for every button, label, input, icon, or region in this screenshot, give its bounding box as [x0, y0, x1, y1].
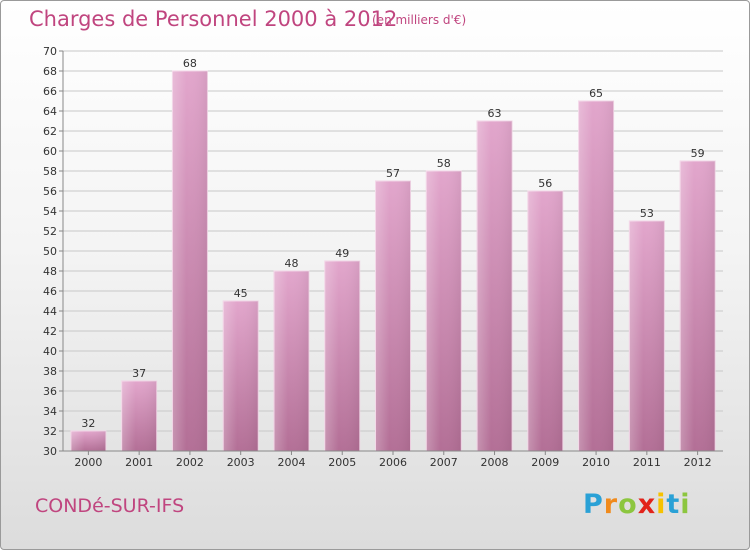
data-label: 57 [386, 167, 400, 180]
data-label: 56 [538, 177, 552, 190]
x-tick-label: 2006 [379, 456, 407, 469]
x-axis: 2000 2001 2002 2003 2004 2005 2006 2007 2008 2009… [63, 450, 723, 469]
y-tick-label: 40 [43, 345, 57, 358]
data-label: 63 [488, 107, 502, 120]
logo-letter: t [666, 489, 681, 520]
y-tick-label: 64 [43, 105, 57, 118]
x-tick-label: 2002 [176, 456, 204, 469]
x-tick-label: 2010 [582, 456, 610, 469]
data-label: 49 [335, 247, 349, 260]
bar-highlight [121, 381, 157, 451]
bars: 32 37 68 45 48 49 57 58 63 56 65 53 59 [70, 57, 716, 452]
y-tick-label: 58 [43, 165, 57, 178]
y-tick-label: 48 [43, 265, 57, 278]
y-tick-label: 54 [43, 205, 57, 218]
proxiti-logo: Proxiti [583, 489, 691, 520]
y-tick-label: 66 [43, 85, 57, 98]
data-label: 53 [640, 207, 654, 220]
logo-letter: i [656, 489, 667, 520]
data-label: 68 [183, 57, 197, 70]
logo-letter: x [637, 489, 657, 520]
y-tick-label: 34 [43, 405, 57, 418]
y-tick-label: 36 [43, 385, 57, 398]
y-tick-label: 42 [43, 325, 57, 338]
logo-letter: P [583, 489, 604, 520]
bar-highlight [172, 71, 208, 451]
y-tick-label: 56 [43, 185, 57, 198]
bar-highlight [426, 171, 462, 451]
x-tick-label: 2005 [328, 456, 356, 469]
x-tick-label: 2000 [74, 456, 102, 469]
logo-letter: r [603, 489, 619, 520]
x-tick-label: 2011 [633, 456, 661, 469]
logo-letter: o [618, 489, 638, 520]
bar-highlight [223, 301, 259, 451]
y-tick-label: 32 [43, 425, 57, 438]
bar-highlight [375, 181, 411, 451]
y-tick-label: 46 [43, 285, 57, 298]
bar-highlight [680, 161, 716, 451]
logo-letter: i [680, 489, 691, 520]
x-tick-label: 2012 [684, 456, 712, 469]
bar-highlight [527, 191, 563, 451]
x-tick-label: 2003 [227, 456, 255, 469]
x-tick-label: 2008 [481, 456, 509, 469]
data-label: 37 [132, 367, 146, 380]
y-tick-label: 70 [43, 45, 57, 58]
bar-highlight [578, 101, 614, 451]
y-tick-label: 50 [43, 245, 57, 258]
data-label: 65 [589, 87, 603, 100]
x-tick-label: 2007 [430, 456, 458, 469]
y-tick-label: 38 [43, 365, 57, 378]
bar-highlight [629, 221, 665, 451]
bar-highlight [70, 431, 106, 451]
x-tick-label: 2001 [125, 456, 153, 469]
data-label: 59 [691, 147, 705, 160]
data-label: 58 [437, 157, 451, 170]
commune-name: CONDé-SUR-IFS [35, 495, 185, 517]
data-label: 48 [284, 257, 298, 270]
x-tick-label: 2009 [531, 456, 559, 469]
y-tick-label: 30 [43, 445, 57, 458]
chart-subtitle: (en milliers d'€) [372, 13, 467, 27]
bar-highlight [477, 121, 513, 451]
bar-highlight [273, 271, 309, 451]
y-tick-label: 52 [43, 225, 57, 238]
data-label: 32 [81, 417, 95, 430]
y-tick-label: 44 [43, 305, 57, 318]
data-label: 45 [234, 287, 248, 300]
y-tick-label: 62 [43, 125, 57, 138]
y-tick-label: 60 [43, 145, 57, 158]
bar-highlight [324, 261, 360, 451]
y-axis: 30 32 34 36 38 40 42 44 46 48 50 52 54 56 58 60 62 64 66 68… [43, 45, 64, 458]
x-tick-label: 2004 [277, 456, 305, 469]
y-tick-label: 68 [43, 65, 57, 78]
chart-title: Charges de Personnel 2000 à 2012 [29, 7, 398, 31]
